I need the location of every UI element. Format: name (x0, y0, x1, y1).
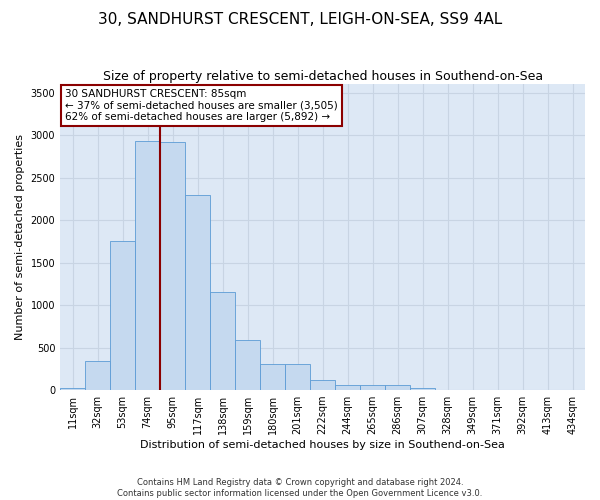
Y-axis label: Number of semi-detached properties: Number of semi-detached properties (15, 134, 25, 340)
Bar (235, 340, 260, 390)
Text: Contains HM Land Registry data © Crown copyright and database right 2024.
Contai: Contains HM Land Registry data © Crown c… (118, 478, 482, 498)
Bar (210, 292, 235, 390)
Bar (85, 361, 110, 390)
Text: 30, SANDHURST CRESCENT, LEIGH-ON-SEA, SS9 4AL: 30, SANDHURST CRESCENT, LEIGH-ON-SEA, SS… (98, 12, 502, 28)
Bar (185, 196, 210, 390)
X-axis label: Distribution of semi-detached houses by size in Southend-on-Sea: Distribution of semi-detached houses by … (140, 440, 505, 450)
Bar (310, 380, 335, 390)
Bar (60, 388, 85, 390)
Title: Size of property relative to semi-detached houses in Southend-on-Sea: Size of property relative to semi-detach… (103, 70, 542, 83)
Bar (135, 141, 160, 390)
Bar (260, 364, 285, 390)
Bar (410, 388, 435, 390)
Bar (360, 386, 385, 390)
Bar (385, 386, 410, 390)
Bar (110, 242, 135, 390)
Bar (160, 142, 185, 390)
Bar (285, 364, 310, 390)
Bar (335, 384, 360, 390)
Text: 30 SANDHURST CRESCENT: 85sqm
← 37% of semi-detached houses are smaller (3,505)
6: 30 SANDHURST CRESCENT: 85sqm ← 37% of se… (65, 89, 338, 122)
